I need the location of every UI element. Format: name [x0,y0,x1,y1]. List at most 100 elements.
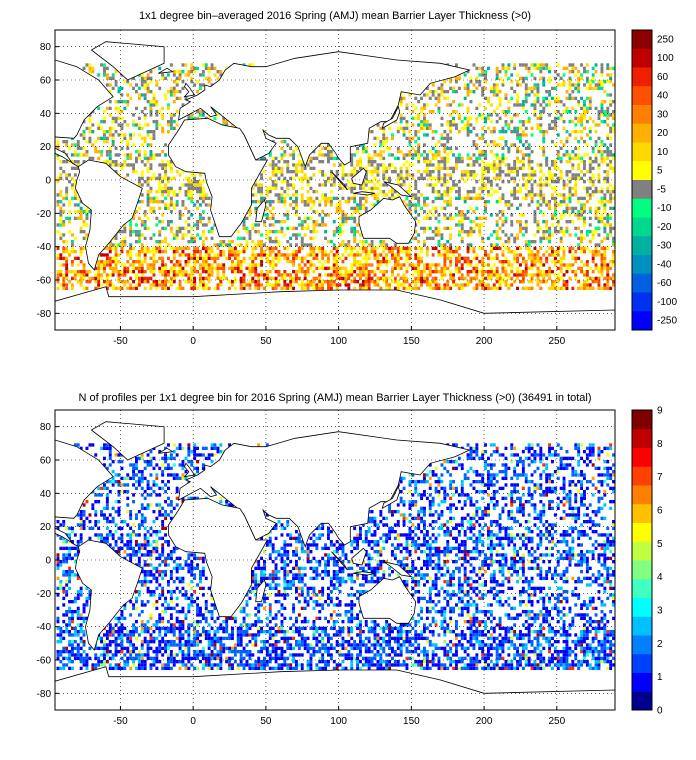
data-cell [56,230,60,234]
data-cell [152,103,156,107]
data-cell [449,216,453,221]
data-cell [487,166,490,171]
data-cell [324,193,328,197]
data-cell [536,266,540,271]
data-cell [495,173,499,177]
data-cell [391,196,394,201]
data-cell [574,256,578,261]
data-cell [111,163,115,167]
data-cell [466,133,470,137]
data-cell [79,216,83,221]
data-cell [199,250,202,254]
data-cell [469,90,473,94]
data-cell [353,186,357,191]
data-cell [251,193,255,197]
data-cell [204,283,208,287]
data-cell [300,196,304,201]
data-cell [487,126,490,131]
data-cell [236,663,240,667]
data-cell [126,123,130,127]
data-cell [376,660,380,664]
data-cell [443,213,447,217]
data-cell [571,286,575,291]
data-cell [524,93,528,97]
data-cell [111,273,115,277]
data-cell [257,230,261,234]
data-cell [516,170,520,174]
data-cell [309,156,313,161]
data-cell [533,193,537,197]
data-cell [289,146,293,151]
data-cell [76,270,80,274]
data-cell [408,200,412,204]
data-cell [201,210,205,214]
data-cell [332,270,336,274]
data-cell [423,276,426,281]
data-cell [181,273,185,277]
data-cell [265,230,269,234]
data-cell [548,170,552,174]
data-cell [199,113,202,117]
data-cell [338,270,342,274]
data-cell [268,163,272,167]
data-cell [251,253,255,257]
data-cell [388,126,392,131]
data-cell [172,193,176,197]
data-cell [359,186,362,191]
data-cell [495,246,499,251]
data-cell [455,190,458,194]
data-cell [271,216,275,221]
data-cell [420,106,424,111]
data-cell [516,206,520,211]
data-cell [143,286,147,291]
coastline [90,41,165,81]
data-cell [335,286,339,291]
data-cell [440,133,444,137]
data-cell [577,663,581,667]
data-cell [475,120,479,124]
data-cell [169,203,173,207]
data-cell [585,663,589,667]
data-cell [201,286,205,291]
data-cell [292,226,296,231]
data-cell [553,286,557,291]
data-cell [283,256,287,261]
data-cell [356,210,360,214]
data-cell [536,226,540,231]
data-cell [545,203,549,207]
data-cell [73,150,77,154]
data-cell [487,66,490,71]
data-cell [225,656,229,661]
data-cell [370,246,374,251]
data-cell [295,250,298,254]
data-cell [181,203,185,207]
data-cell [478,260,482,264]
data-cell [504,140,508,144]
data-cell [391,190,394,194]
data-cell [521,256,525,261]
data-cell [129,246,133,251]
data-cell [251,270,255,274]
data-cell [553,200,557,204]
data-cell [606,666,610,671]
data-cell [364,286,368,291]
data-cell [437,270,441,274]
data-cell [539,166,543,171]
data-cell [149,166,153,171]
data-cell [420,280,424,284]
data-cell [501,253,505,257]
data-cell [585,186,589,191]
data-cell [324,146,328,151]
data-cell [367,186,371,191]
data-cell [274,253,278,257]
data-cell [443,226,447,231]
data-cell [489,186,493,191]
data-cell [460,196,464,201]
data-cell [373,273,377,277]
data-cell [181,660,185,664]
data-cell [542,63,546,67]
data-cell [475,193,479,197]
data-cell [571,66,575,71]
data-cell [437,176,441,181]
data-cell [161,163,165,167]
